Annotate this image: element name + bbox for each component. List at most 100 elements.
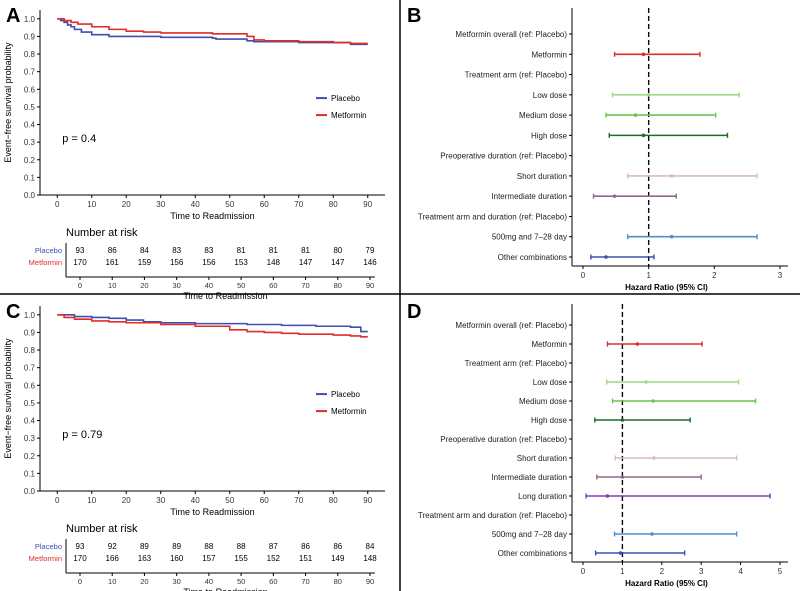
risk-row-label: Placebo <box>35 542 62 551</box>
x-tick-label: 0 <box>55 496 60 505</box>
x-tick-label: 80 <box>329 200 338 209</box>
x-tick-label: 60 <box>260 496 269 505</box>
x-tick-label: 60 <box>260 200 269 209</box>
km-curve-placebo <box>57 314 368 333</box>
risk-count: 159 <box>138 258 152 267</box>
risk-count: 93 <box>76 542 85 551</box>
y-tick-label: 0.8 <box>24 346 36 355</box>
x-tick-label: 70 <box>294 496 303 505</box>
point-estimate <box>618 551 623 555</box>
risk-x-tick-label: 70 <box>301 281 309 290</box>
risk-table-x-title: Time to Readmission <box>183 291 267 301</box>
risk-count: 170 <box>73 554 87 563</box>
y-tick-label: 0.2 <box>24 156 36 165</box>
point-estimate <box>644 380 648 384</box>
forest-row-label: 500mg and 7–28 day <box>492 530 567 539</box>
risk-count: 155 <box>234 554 248 563</box>
forest-x-tick-label: 2 <box>712 271 717 280</box>
x-tick-label: 80 <box>329 496 338 505</box>
y-tick-label: 0.8 <box>24 50 36 59</box>
point-estimate <box>612 194 617 198</box>
forest-row-label: Metformin <box>531 50 567 59</box>
risk-count: 157 <box>202 554 216 563</box>
risk-count: 87 <box>269 542 278 551</box>
forest-row-label: Medium dose <box>519 397 568 406</box>
point-estimate <box>669 234 674 239</box>
panel-letter: C <box>6 301 20 323</box>
forest-x-tick-label: 2 <box>660 567 665 576</box>
forest-row-label: Intermediate duration <box>491 473 567 482</box>
risk-count: 88 <box>204 542 213 551</box>
risk-count: 160 <box>170 554 184 563</box>
x-axis-title: Time to Readmission <box>170 507 254 517</box>
y-tick-label: 1.0 <box>24 15 36 24</box>
forest-row-label: Treatment arm (ref: Placebo) <box>465 71 568 80</box>
risk-x-tick-label: 0 <box>78 577 82 586</box>
risk-table-x-title: Time to Readmission <box>183 587 267 591</box>
y-axis-title: Event−free survival probability <box>3 42 13 163</box>
x-tick-label: 30 <box>156 200 165 209</box>
x-tick-label: 50 <box>225 200 234 209</box>
forest-x-tick-label: 3 <box>699 567 704 576</box>
risk-count: 81 <box>237 246 246 255</box>
risk-x-tick-label: 60 <box>269 281 277 290</box>
panel-letter: B <box>407 5 421 27</box>
risk-x-tick-label: 30 <box>172 281 180 290</box>
risk-count: 156 <box>170 258 184 267</box>
y-tick-label: 0.9 <box>24 32 36 41</box>
risk-count: 147 <box>299 258 313 267</box>
risk-x-tick-label: 20 <box>140 281 148 290</box>
risk-x-tick-label: 80 <box>334 577 342 586</box>
forest-x-tick-label: 5 <box>778 567 783 576</box>
forest-row-label: Metformin overall (ref: Placebo) <box>455 321 567 330</box>
x-tick-label: 30 <box>156 496 165 505</box>
forest-row-label: Short duration <box>517 454 567 463</box>
km-curve-metformin <box>57 314 368 338</box>
point-estimate <box>620 475 625 479</box>
y-tick-label: 0.7 <box>24 364 36 373</box>
forest-row-label: High dose <box>531 416 568 425</box>
risk-count: 86 <box>333 542 342 551</box>
forest-row-label: Treatment arm and duration (ref: Placebo… <box>418 212 567 221</box>
risk-count: 83 <box>172 246 181 255</box>
risk-x-tick-label: 10 <box>108 577 116 586</box>
forest-x-tick-label: 3 <box>778 271 783 280</box>
forest-row-label: Treatment arm and duration (ref: Placebo… <box>418 511 567 520</box>
x-tick-label: 20 <box>122 496 131 505</box>
point-estimate <box>669 174 674 178</box>
risk-count: 146 <box>363 258 377 267</box>
forest-x-axis-title: Hazard Ratio (95% CI) <box>625 579 708 588</box>
risk-count: 93 <box>76 246 85 255</box>
point-estimate <box>652 456 656 460</box>
risk-x-tick-label: 60 <box>269 577 277 586</box>
risk-count: 83 <box>204 246 213 255</box>
y-tick-label: 0.6 <box>24 381 36 390</box>
risk-count: 86 <box>301 542 310 551</box>
km-curve-placebo <box>57 18 368 46</box>
forest-row-label: Medium dose <box>519 111 568 120</box>
y-tick-label: 0.3 <box>24 434 36 443</box>
x-tick-label: 10 <box>87 496 96 505</box>
y-tick-label: 0.5 <box>24 103 36 112</box>
legend-label: Metformin <box>331 407 367 416</box>
forest-x-tick-label: 0 <box>581 271 586 280</box>
forest-row-label: Short duration <box>517 172 567 181</box>
x-tick-label: 70 <box>294 200 303 209</box>
km-curve-metformin <box>57 18 368 45</box>
y-tick-label: 0.3 <box>24 138 36 147</box>
x-tick-label: 40 <box>191 200 200 209</box>
risk-x-tick-label: 70 <box>301 577 309 586</box>
panels: A0.00.10.20.30.40.50.60.70.80.91.00 10 20 3… <box>3 5 788 591</box>
x-tick-label: 20 <box>122 200 131 209</box>
risk-count: 81 <box>269 246 278 255</box>
panel-letter: D <box>407 301 421 323</box>
risk-count: 84 <box>366 542 375 551</box>
x-tick-label: 90 <box>363 496 372 505</box>
point-estimate <box>620 418 625 422</box>
point-estimate <box>604 255 608 259</box>
forest-row-label: Metformin <box>531 340 567 349</box>
forest-row-label: Metformin overall (ref: Placebo) <box>455 30 567 39</box>
y-tick-label: 0.6 <box>24 85 36 94</box>
forest-x-tick-label: 4 <box>738 567 743 576</box>
risk-x-tick-label: 40 <box>205 281 213 290</box>
